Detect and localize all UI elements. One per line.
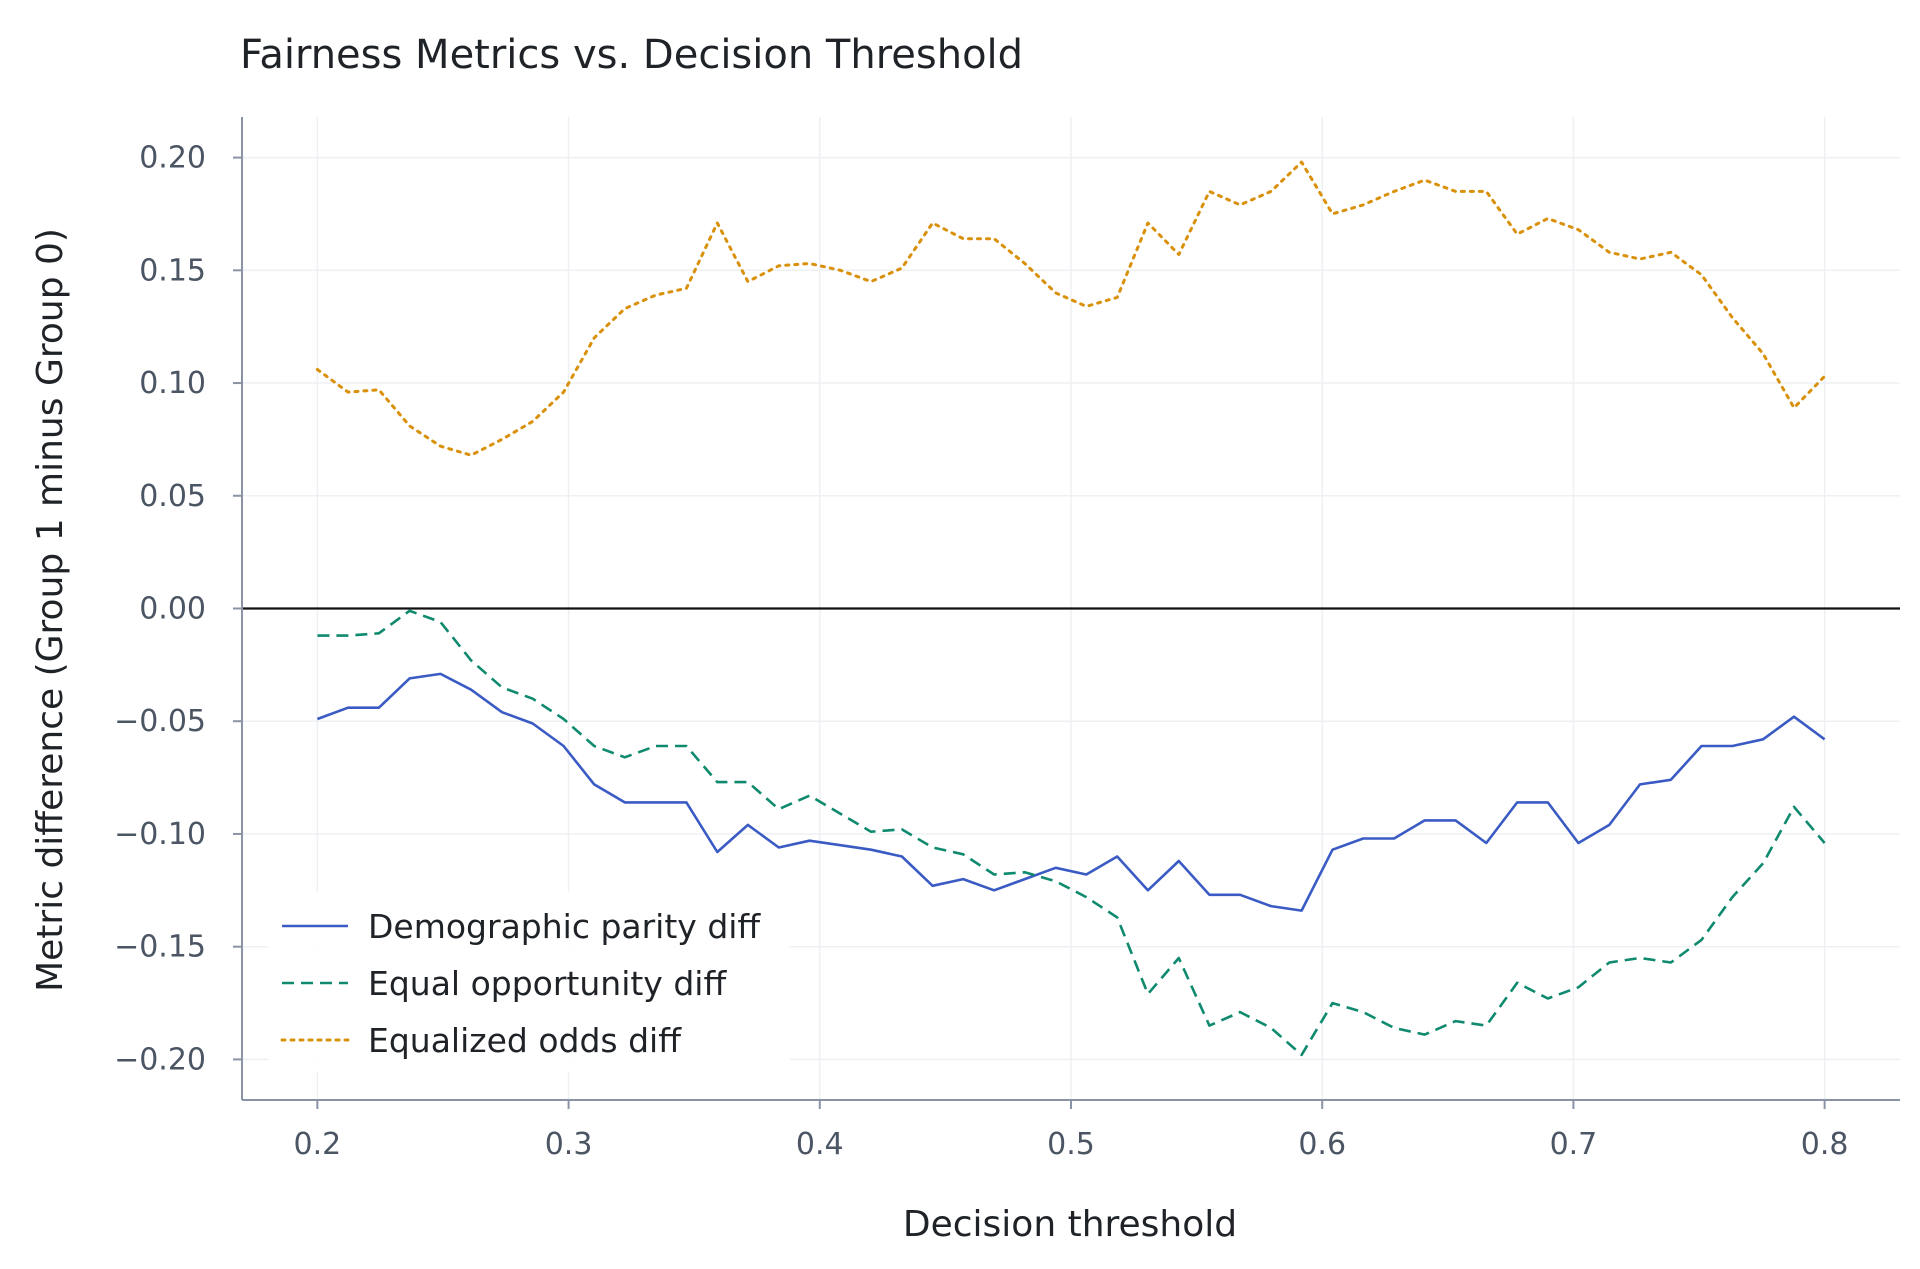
- y-tick-label: −0.15: [114, 930, 206, 965]
- legend-label-2: Equal opportunity diff: [368, 964, 727, 1003]
- x-tick-label: 0.6: [1298, 1127, 1346, 1162]
- x-tick-label: 0.8: [1801, 1127, 1849, 1162]
- y-tick-label: 0.00: [139, 592, 206, 627]
- y-tick-label: 0.15: [139, 253, 206, 288]
- x-tick-label: 0.3: [545, 1127, 593, 1162]
- y-tick-label: 0.10: [139, 366, 206, 401]
- x-tick-label: 0.5: [1047, 1127, 1095, 1162]
- chart-title: Fairness Metrics vs. Decision Threshold: [240, 32, 1023, 78]
- legend-background: [268, 892, 790, 1072]
- legend-label-3: Equalized odds diff: [368, 1021, 682, 1060]
- axes: [233, 117, 1900, 1109]
- y-axis-label: Metric difference (Group 1 minus Group 0…: [30, 228, 71, 992]
- legend-label-1: Demographic parity diff: [368, 907, 761, 946]
- x-tick-label: 0.4: [796, 1127, 844, 1162]
- x-tick-label: 0.2: [294, 1127, 342, 1162]
- y-tick-label: 0.05: [139, 479, 206, 514]
- y-tick-label: −0.05: [114, 704, 206, 739]
- y-tick-label: 0.20: [139, 141, 206, 176]
- legend: Demographic parity diff Equal opportunity…: [268, 892, 790, 1072]
- tick-labels: 0.2 0.3 0.4 0.5 0.6 0.7 0.8 0.20 0.15 0.10 0.05 0.0…: [114, 141, 1848, 1162]
- series-lines: [315, 160, 1827, 1057]
- x-tick-label: 0.7: [1550, 1127, 1598, 1162]
- series-line-3: [315, 160, 1827, 457]
- y-tick-label: −0.20: [114, 1042, 206, 1077]
- y-tick-label: −0.10: [114, 817, 206, 852]
- x-axis-label: Decision threshold: [903, 1204, 1237, 1245]
- series-line-1: [316, 672, 1826, 912]
